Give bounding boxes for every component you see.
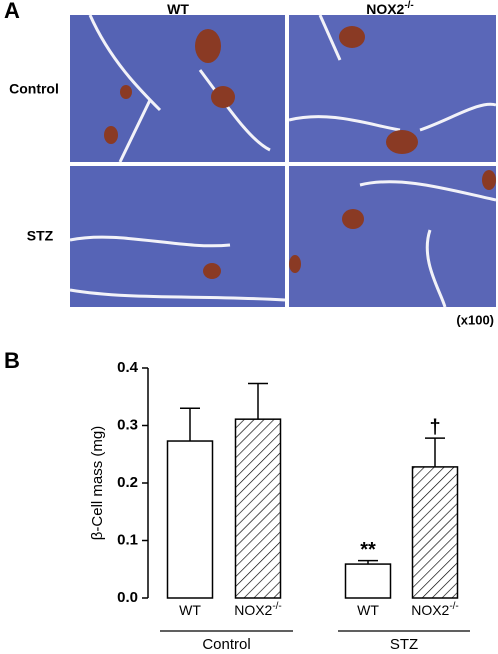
row-label: STZ xyxy=(27,228,54,244)
label-superscript: -/- xyxy=(404,0,413,11)
label-text: WT xyxy=(167,1,189,17)
label-text: NOX2 xyxy=(411,602,449,618)
y-tick-label: 0.2 xyxy=(117,474,138,491)
column-label: WT xyxy=(167,1,189,17)
y-axis-label: β-Cell mass (mg) xyxy=(89,426,106,540)
y-tick-label: 0.1 xyxy=(117,531,138,548)
bar xyxy=(234,418,282,599)
bar xyxy=(166,440,214,599)
annotation: ** xyxy=(360,539,376,561)
x-tick-label: NOX2-/- xyxy=(234,601,282,618)
micrographs xyxy=(69,14,497,308)
x-tick-label: NOX2-/- xyxy=(411,601,459,618)
label-superscript: -/- xyxy=(272,601,281,612)
x-tick-label: WT xyxy=(357,602,379,618)
label-text: NOX2 xyxy=(234,602,272,618)
label-text: NOX2 xyxy=(366,1,404,17)
label-superscript: -/- xyxy=(449,601,458,612)
column-label: NOX2-/- xyxy=(366,0,414,17)
y-tick-label: 0.4 xyxy=(117,359,139,376)
bar xyxy=(411,466,459,599)
magnification: (x100) xyxy=(456,312,494,327)
panel-label: B xyxy=(4,348,20,373)
y-tick-label: 0.3 xyxy=(117,416,138,433)
panel-label: A xyxy=(4,0,20,23)
bar xyxy=(344,563,392,599)
label-text: WT xyxy=(179,602,201,618)
group-label: Control xyxy=(202,636,250,653)
label-text: WT xyxy=(357,602,379,618)
annotation: † xyxy=(429,416,440,438)
row-label: Control xyxy=(9,81,59,97)
y-tick-label: 0.0 xyxy=(117,589,138,606)
x-tick-label: WT xyxy=(179,602,201,618)
micrograph xyxy=(289,166,496,307)
group-label: STZ xyxy=(390,636,418,653)
